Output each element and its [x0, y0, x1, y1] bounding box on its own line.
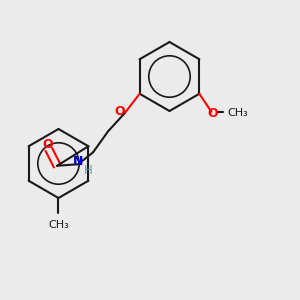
Text: O: O [42, 138, 52, 151]
Text: CH₃: CH₃ [227, 108, 248, 118]
Text: N: N [73, 155, 83, 168]
Text: O: O [208, 107, 218, 120]
Text: O: O [114, 105, 124, 118]
Text: CH₃: CH₃ [48, 220, 69, 230]
Text: H: H [84, 164, 93, 177]
